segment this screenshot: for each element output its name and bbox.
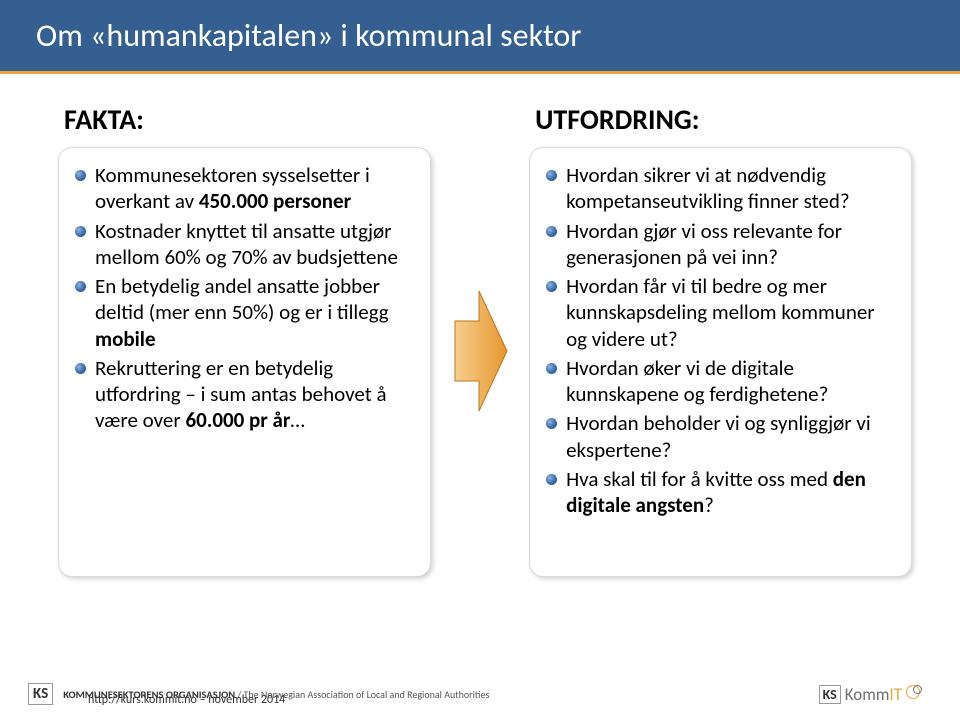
item-bold: 450.000 personer <box>199 188 351 214</box>
fakta-card: Kommunesektoren sysselsetter i overkant … <box>58 147 431 577</box>
item-text: Hvordan sikrer vi at nødvendig kompetans… <box>566 162 850 214</box>
utfordring-heading: UTFORDRING: <box>535 102 912 137</box>
footer-url: http://kurs.kommit.no – november 2014 <box>88 693 285 707</box>
list-item: Rekruttering er en betydelig utfordring … <box>75 355 414 434</box>
fakta-column: FAKTA: Kommunesektoren sysselsetter i ov… <box>58 102 431 577</box>
list-item: Hvordan øker vi de digitale kunnskapene … <box>546 355 895 408</box>
item-text: Hva skal til for å kvitte oss med <box>566 466 833 492</box>
item-text: Hvordan gjør vi oss relevante for genera… <box>566 218 842 270</box>
fakta-heading: FAKTA: <box>64 102 431 137</box>
list-item: Kostnader knyttet til ansatte utgjør mel… <box>75 218 414 271</box>
item-text: Hvordan beholder vi og synliggjør vi eks… <box>566 410 871 462</box>
list-item: En betydelig andel ansatte jobber deltid… <box>75 273 414 352</box>
ks-logo: KS <box>28 683 53 705</box>
item-text: … <box>290 407 305 433</box>
list-item: Hvordan gjør vi oss relevante for genera… <box>546 218 895 271</box>
content-area: FAKTA: Kommunesektoren sysselsetter i ov… <box>0 74 960 577</box>
komm-text: Komm <box>845 684 890 705</box>
utfordring-card: Hvordan sikrer vi at nødvendig kompetans… <box>529 147 912 577</box>
item-text: Kostnader knyttet til ansatte utgjør mel… <box>95 218 398 270</box>
item-text: Hvordan øker vi de digitale kunnskapene … <box>566 355 828 407</box>
item-bold: 60.000 pr år <box>185 407 290 433</box>
kommit-text: KommIT <box>845 684 902 705</box>
arrow-icon <box>451 281 509 426</box>
item-bold: mobile <box>95 326 156 352</box>
rings-icon <box>906 685 924 703</box>
ks-small-logo: KS <box>819 685 841 704</box>
slide-title: Om «humankapitalen» i kommunal sektor <box>0 0 960 74</box>
list-item: Hvordan får vi til bedre og mer kunnskap… <box>546 273 895 352</box>
item-text: En betydelig andel ansatte jobber deltid… <box>95 273 389 325</box>
utfordring-column: UTFORDRING: Hvordan sikrer vi at nødvend… <box>529 102 912 577</box>
it-text: IT <box>889 684 902 705</box>
list-item: Hvordan sikrer vi at nødvendig kompetans… <box>546 162 895 215</box>
list-item: Kommunesektoren sysselsetter i overkant … <box>75 162 414 215</box>
item-text: ? <box>704 492 714 518</box>
item-text: Hvordan får vi til bedre og mer kunnskap… <box>566 273 875 352</box>
fakta-list: Kommunesektoren sysselsetter i overkant … <box>75 162 414 434</box>
utfordring-list: Hvordan sikrer vi at nødvendig kompetans… <box>546 162 895 518</box>
list-item: Hva skal til for å kvitte oss med den di… <box>546 466 895 519</box>
kommit-logo: KS KommIT <box>819 684 924 705</box>
list-item: Hvordan beholder vi og synliggjør vi eks… <box>546 410 895 463</box>
